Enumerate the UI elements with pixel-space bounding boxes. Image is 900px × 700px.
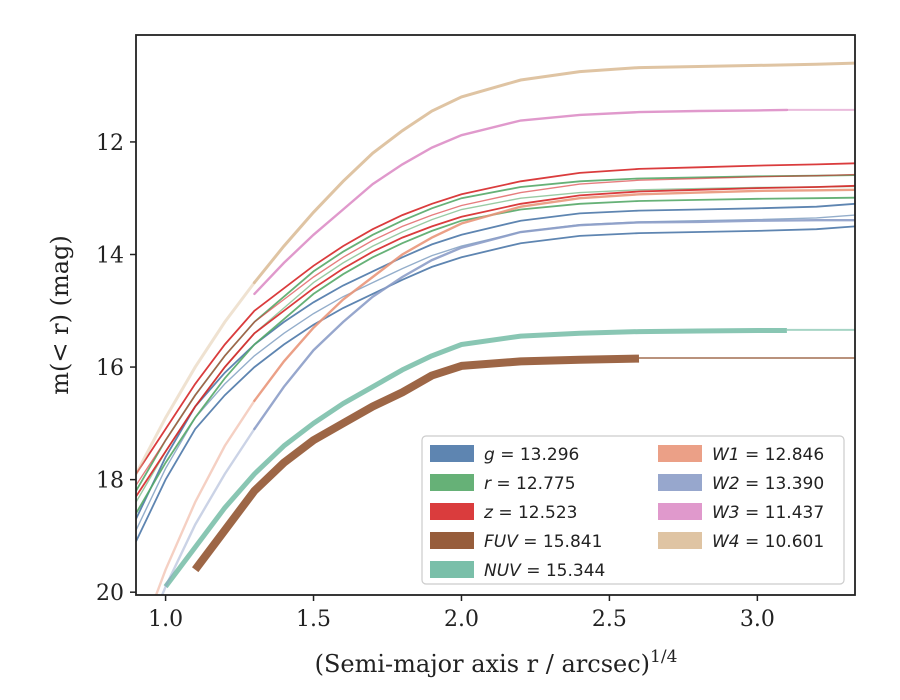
- legend-swatch-w4: [658, 532, 702, 549]
- x-axis-label: (Semi-major axis r / arcsec)1/4: [315, 647, 678, 678]
- y-axis-label: m(< r) (mag): [46, 235, 74, 394]
- series-w3: [253, 108, 855, 296]
- series-w1-faded-line: [154, 399, 256, 595]
- series-w4: [136, 61, 855, 476]
- series-w1-line: [253, 188, 855, 402]
- series-g-upper-line: [136, 202, 855, 520]
- legend-label-w2: W2 = 13.390: [712, 474, 824, 494]
- y-tick-label: 20: [96, 581, 124, 606]
- series-w3-line: [253, 108, 789, 296]
- x-tick-label: 2.0: [444, 607, 479, 632]
- x-axis: 1.0 1.5 2.0 2.5 3.0: [148, 595, 775, 632]
- series-w1: [154, 188, 855, 595]
- series-z-line: [136, 173, 855, 486]
- plot-frame: [135, 34, 856, 596]
- series-z: [136, 162, 855, 497]
- series-z-lower-line: [136, 184, 855, 497]
- series-w4-line: [252, 61, 855, 285]
- legend-label-r: r = 12.775: [484, 474, 576, 494]
- legend-label-nuv: NUV = 15.344: [484, 561, 605, 581]
- legend-swatch-w3: [658, 503, 702, 520]
- y-tick-label: 12: [96, 131, 124, 156]
- y-tick-label: 18: [96, 469, 124, 494]
- legend: g = 13.296 r = 12.775 z = 12.523 FUV = 15.8…: [421, 435, 845, 585]
- series-g-lower-line: [136, 225, 855, 542]
- series-w2-faded-line: [160, 427, 256, 595]
- series-w2: [160, 219, 855, 595]
- series-w4-faded-line: [136, 281, 256, 476]
- series-nuv: [163, 328, 855, 589]
- series-r-lower-line: [136, 196, 855, 514]
- legend-swatch-w1: [658, 445, 702, 462]
- x-tick-label: 2.5: [592, 607, 627, 632]
- legend-label-fuv: FUV = 15.841: [484, 532, 602, 552]
- legend-swatch-w2: [658, 474, 702, 491]
- y-axis: 12 14 16 18 20: [96, 131, 136, 606]
- legend-swatch-z: [430, 503, 474, 520]
- legend-frame: [421, 435, 845, 585]
- x-axis-label-text: (Semi-major axis r / arcsec): [315, 650, 650, 678]
- x-axis-label-exponent: 1/4: [650, 647, 677, 667]
- x-tick-label: 3.0: [740, 607, 775, 632]
- legend-label-w1: W1 = 12.846: [712, 445, 824, 465]
- y-tick-label: 14: [96, 243, 124, 268]
- legend-swatch-nuv: [430, 561, 474, 578]
- series-fuv-line: [192, 354, 640, 573]
- x-tick-label: 1.0: [148, 607, 183, 632]
- series-nuv-line: [163, 328, 787, 589]
- legend-swatch-g: [430, 445, 474, 462]
- legend-label-z: z = 12.523: [483, 503, 577, 523]
- y-tick-label: 16: [96, 356, 124, 381]
- legend-label-w3: W3 = 11.437: [712, 503, 824, 523]
- series-layer: [136, 61, 855, 595]
- legend-label-g: g = 13.296: [484, 445, 579, 465]
- x-tick-label: 1.5: [296, 607, 331, 632]
- series-w2-line: [253, 219, 855, 431]
- series-fuv: [192, 354, 855, 573]
- legend-label-w4: W4 = 10.601: [712, 532, 824, 552]
- legend-swatch-r: [430, 474, 474, 491]
- legend-swatch-fuv: [430, 532, 474, 549]
- series-z-upper-line: [136, 162, 855, 475]
